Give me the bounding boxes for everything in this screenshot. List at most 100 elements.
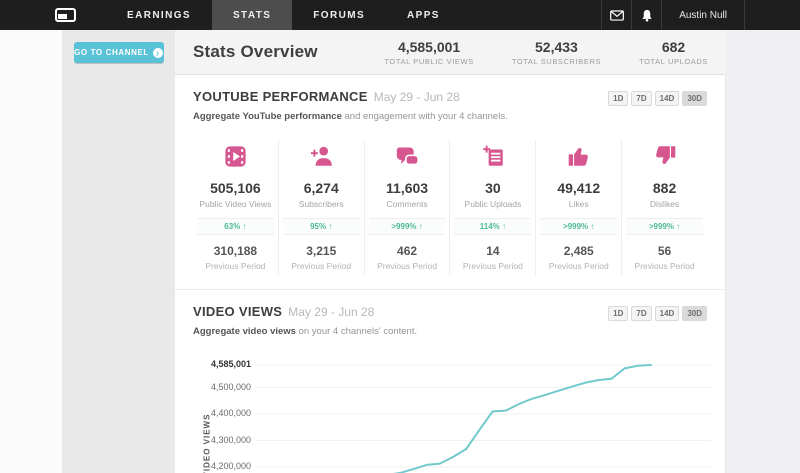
up-arrow-icon: ↑ (242, 222, 247, 231)
tab-stats[interactable]: STATS (211, 0, 293, 30)
section-subtitle: Aggregate video views on your 4 channels… (193, 326, 707, 337)
metric-public-uploads: 30 Public Uploads 114% ↑ 14 Previous Per… (449, 140, 535, 275)
previous-value: 3,215 (306, 244, 337, 258)
bell-icon (642, 9, 652, 21)
metric-likes: 49,412 Likes >999% ↑ 2,485 Previous Peri… (535, 140, 621, 275)
previous-value: 56 (657, 244, 672, 258)
user-menu[interactable]: Austin Null (661, 0, 745, 30)
range-selector: 1D 7D 14D 30D (608, 91, 707, 106)
range-30d-button[interactable]: 30D (682, 91, 707, 106)
metric-subscribers: 6,274 Subscribers 95% ↑ 3,215 Previous P… (277, 140, 364, 275)
total-label: TOTAL SUBSCRIBERS (511, 56, 602, 66)
previous-label: Previous Period (291, 261, 352, 271)
tab-apps[interactable]: APPS (407, 9, 440, 21)
previous-label: Previous Period (634, 261, 695, 271)
change-badge: >999% ↑ (368, 218, 446, 235)
y-tick-label: 4,500,000 (210, 381, 251, 392)
range-1d-button[interactable]: 1D (608, 91, 629, 106)
previous-value: 14 (486, 244, 500, 258)
section-date-range: May 29 - Jun 28 (288, 305, 375, 319)
metric-value: 505,106 (210, 180, 261, 196)
change-badge: >999% ↑ (540, 218, 618, 235)
envelope-icon (609, 9, 624, 21)
y-tick-label: 4,400,000 (210, 408, 251, 418)
main-content: YOUTUBE PERFORMANCE May 29 - Jun 28 1D 7… (175, 75, 726, 473)
range-14d-button[interactable]: 14D (654, 91, 680, 106)
metric-public-video-views: 505,106 Public Video Views 63% ↑ 310,188… (193, 140, 278, 275)
up-arrow-icon: ↑ (590, 222, 595, 231)
y-tick-label: 4,200,000 (210, 461, 251, 471)
section-title: YOUTUBE PERFORMANCE (193, 89, 368, 104)
arrow-circle-icon: › (152, 47, 163, 58)
subtitle-rest: and engagement with your 4 channels. (341, 111, 508, 122)
metric-value: 11,603 (386, 180, 429, 196)
thumbs-up-icon (568, 148, 588, 166)
subtitle-bold: Aggregate video views (193, 326, 296, 337)
tab-earnings[interactable]: EARNINGS (127, 9, 191, 21)
metric-value: 49,412 (557, 180, 601, 196)
total-value: 682 (661, 38, 686, 55)
metric-value: 882 (652, 180, 677, 196)
previous-value: 310,188 (213, 244, 258, 258)
previous-label: Previous Period (462, 261, 523, 271)
total-public-views: 4,585,001 TOTAL PUBLIC VIEWS (384, 39, 473, 66)
subscriber-icon (311, 146, 333, 166)
thumbs-down-icon (655, 146, 675, 164)
metric-value: 30 (485, 180, 501, 196)
range-7d-button[interactable]: 7D (631, 91, 652, 106)
comments-icon (396, 147, 419, 168)
metric-label: Public Video Views (199, 199, 272, 209)
change-badge: 114% ↑ (454, 218, 532, 235)
messages-button[interactable] (601, 0, 631, 30)
range-1d-button[interactable]: 1D (608, 306, 629, 321)
metric-comments: 11,603 Comments >999% ↑ 462 Previous Per… (363, 140, 450, 275)
range-30d-button[interactable]: 30D (682, 306, 707, 321)
change-value: >999% (563, 222, 589, 231)
change-badge: 95% ↑ (282, 218, 360, 235)
previous-label: Previous Period (548, 261, 609, 271)
change-badge: 63% ↑ (197, 218, 274, 235)
y-tick-label: 4,585,001 (210, 359, 251, 369)
total-label: TOTAL UPLOADS (639, 56, 708, 66)
total-value: 52,433 (535, 38, 578, 55)
section-date-range: May 29 - Jun 28 (373, 90, 460, 104)
upload-icon (483, 145, 503, 166)
change-value: >999% (648, 222, 674, 231)
range-7d-button[interactable]: 7D (631, 306, 652, 321)
total-label: TOTAL PUBLIC VIEWS (384, 56, 474, 66)
app-logo-icon[interactable] (55, 8, 76, 22)
up-arrow-icon: ↑ (502, 222, 507, 231)
go-to-channel-button[interactable]: GO TO CHANNEL › (73, 42, 164, 63)
youtube-performance-section: YOUTUBE PERFORMANCE May 29 - Jun 28 1D 7… (175, 75, 725, 283)
change-badge: >999% ↑ (626, 218, 703, 235)
change-value: 114% (479, 222, 500, 231)
previous-value: 462 (397, 244, 418, 258)
up-arrow-icon: ↑ (418, 222, 423, 231)
tab-forums[interactable]: FORUMS (313, 9, 366, 21)
video-views-section: VIDEO VIEWS May 29 - Jun 28 1D 7D 14D 30… (175, 289, 725, 473)
range-selector: 1D 7D 14D 30D (608, 306, 707, 321)
stats-header: Stats Overview 4,585,001 TOTAL PUBLIC VI… (175, 30, 726, 75)
change-value: 63% (224, 222, 241, 231)
up-arrow-icon: ↑ (676, 222, 681, 231)
sidebar: GO TO CHANNEL › (62, 30, 175, 473)
up-arrow-icon: ↑ (328, 222, 333, 231)
change-value: >999% (391, 222, 417, 231)
total-uploads: 682 TOTAL UPLOADS (639, 39, 708, 66)
previous-value: 2,485 (563, 244, 594, 258)
video-views-chart: VIDEO VIEWS 4,585,001 4,500,000 4,400,000 4… (193, 353, 711, 473)
notifications-button[interactable] (631, 0, 661, 30)
previous-label: Previous Period (377, 261, 438, 271)
section-title: VIDEO VIEWS (193, 304, 283, 319)
metric-label: Subscribers (298, 199, 344, 209)
metric-label: Comments (386, 199, 428, 209)
totals-row: 4,585,001 TOTAL PUBLIC VIEWS 52,433 TOTA… (384, 39, 708, 66)
go-to-channel-label: GO TO CHANNEL (74, 48, 149, 57)
metric-label: Likes (568, 199, 589, 209)
video-icon (225, 145, 246, 167)
change-value: 95% (310, 222, 327, 231)
range-14d-button[interactable]: 14D (654, 306, 680, 321)
metric-dislikes: 882 Dislikes >999% ↑ 56 Previous Period (621, 140, 707, 275)
metric-label: Dislikes (649, 199, 680, 209)
total-subscribers: 52,433 TOTAL SUBSCRIBERS (512, 39, 601, 66)
